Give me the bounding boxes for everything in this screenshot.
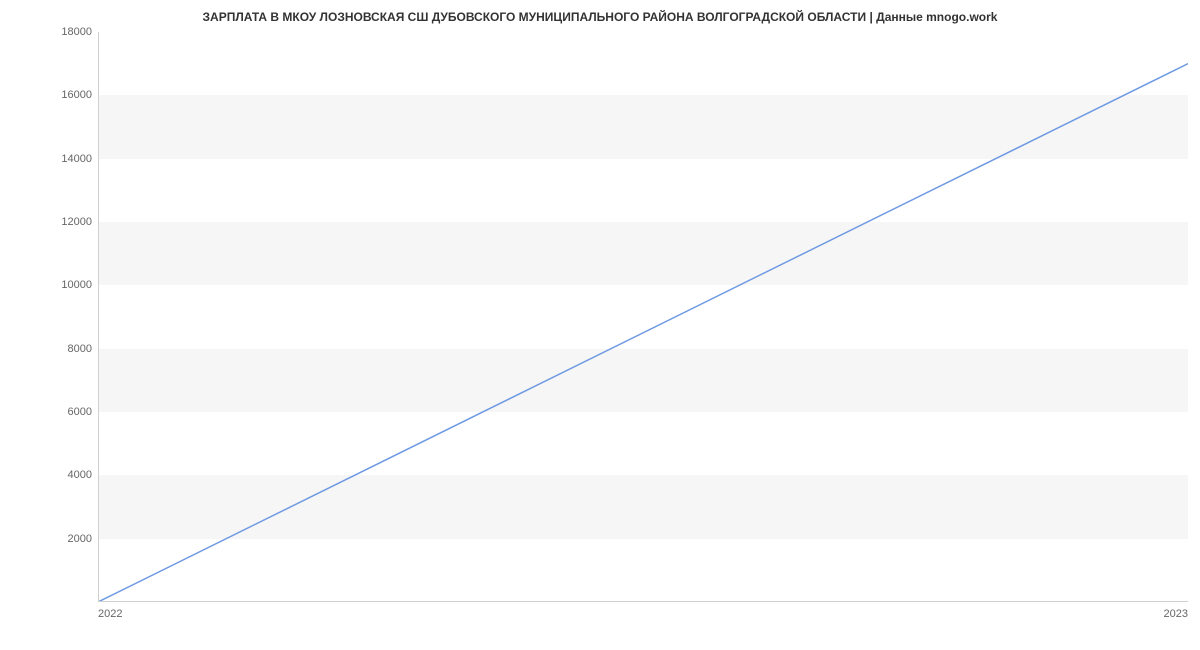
grid-band	[98, 475, 1188, 538]
y-tick-label: 6000	[68, 406, 92, 418]
y-tick-label: 18000	[61, 26, 92, 38]
x-tick-label: 2022	[98, 608, 122, 620]
plot-area: 2000400060008000100001200014000160001800…	[98, 32, 1188, 602]
y-tick-label: 14000	[61, 153, 92, 165]
y-tick-label: 12000	[61, 216, 92, 228]
x-tick-label: 2023	[1164, 608, 1188, 620]
y-tick-label: 2000	[68, 533, 92, 545]
y-tick-label: 4000	[68, 469, 92, 481]
y-tick-label: 8000	[68, 343, 92, 355]
grid-band	[98, 349, 1188, 412]
x-axis-line	[98, 601, 1188, 602]
y-tick-label: 16000	[61, 89, 92, 101]
y-axis-line	[98, 32, 99, 602]
chart-title: ЗАРПЛАТА В МКОУ ЛОЗНОВСКАЯ СШ ДУБОВСКОГО…	[0, 10, 1200, 24]
y-tick-label: 10000	[61, 279, 92, 291]
grid-band	[98, 222, 1188, 285]
grid-band	[98, 95, 1188, 158]
salary-chart: ЗАРПЛАТА В МКОУ ЛОЗНОВСКАЯ СШ ДУБОВСКОГО…	[0, 0, 1200, 650]
